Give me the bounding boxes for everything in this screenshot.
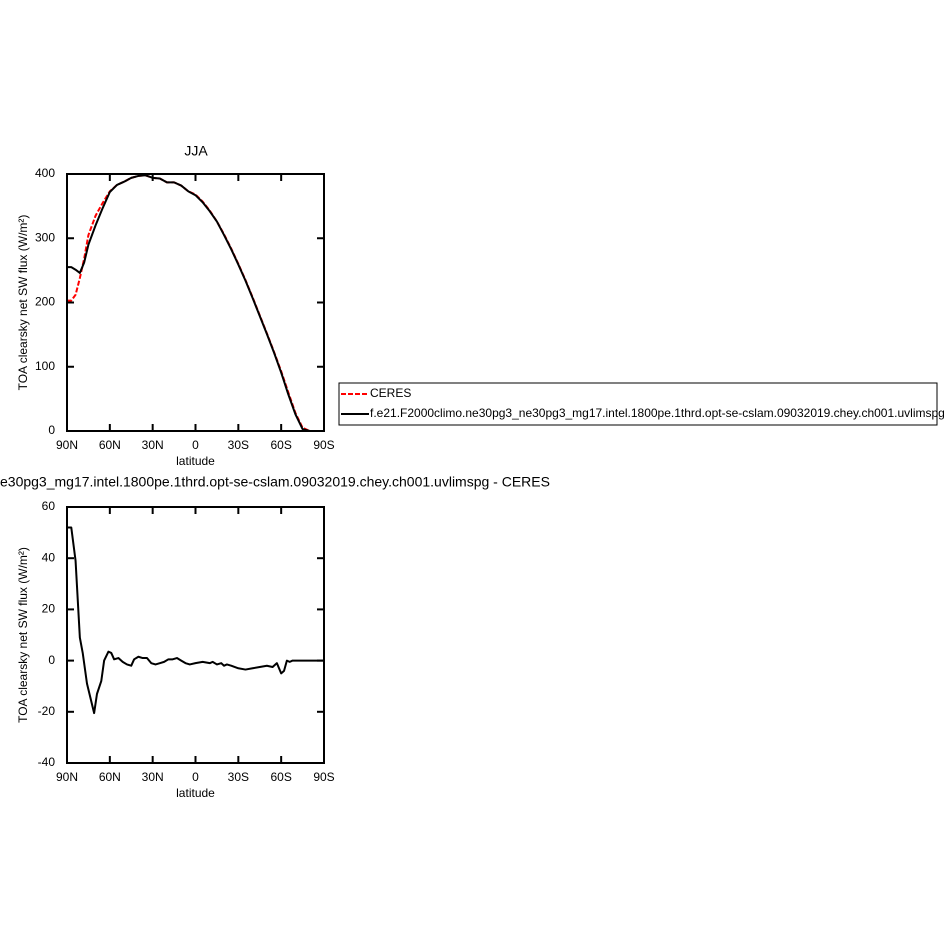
y-tick-label: 300 <box>35 230 55 244</box>
y-tick-label: 400 <box>35 166 55 180</box>
y-tick-label: 0 <box>48 653 55 667</box>
x-tick-label: 30S <box>228 770 249 784</box>
y-tick-label: 20 <box>42 602 56 616</box>
x-tick-label: 90N <box>56 438 78 452</box>
x-axis-label: latitude <box>176 454 215 468</box>
plot-frame <box>66 173 325 432</box>
y-axis-label: TOA clearsky net SW flux (W/m²) <box>16 215 30 391</box>
x-tick-label: 60N <box>99 438 121 452</box>
legend-label: CERES <box>370 386 411 400</box>
x-tick-label: 90S <box>313 770 334 784</box>
data-line <box>67 174 324 432</box>
x-tick-label: 0 <box>192 438 199 452</box>
y-tick-label: 0 <box>48 423 55 437</box>
x-tick-label: 90S <box>313 438 334 452</box>
x-tick-label: 30N <box>142 438 164 452</box>
y-tick-label: 200 <box>35 295 55 309</box>
x-tick-label: 90N <box>56 770 78 784</box>
chart-title: JJA <box>184 143 208 159</box>
y-tick-label: -40 <box>38 755 56 769</box>
x-axis-label: latitude <box>176 786 215 800</box>
x-tick-label: 60S <box>270 770 291 784</box>
legend-box <box>338 382 938 426</box>
x-tick-label: 60N <box>99 770 121 784</box>
data-line <box>67 526 324 715</box>
legend-label: f.e21.F2000climo.ne30pg3_ne30pg3_mg17.in… <box>370 406 945 420</box>
x-tick-label: 30N <box>142 770 164 784</box>
y-tick-label: 100 <box>35 359 55 373</box>
x-tick-label: 0 <box>192 770 199 784</box>
y-tick-label: -20 <box>38 704 56 718</box>
plot-frame <box>66 506 325 764</box>
x-tick-label: 60S <box>270 438 291 452</box>
chart-title: e30pg3_mg17.intel.1800pe.1thrd.opt-se-cs… <box>0 474 550 490</box>
y-tick-label: 60 <box>42 499 56 513</box>
y-tick-label: 40 <box>42 550 56 564</box>
y-axis-label: TOA clearsky net SW flux (W/m²) <box>16 547 30 723</box>
x-tick-label: 30S <box>228 438 249 452</box>
